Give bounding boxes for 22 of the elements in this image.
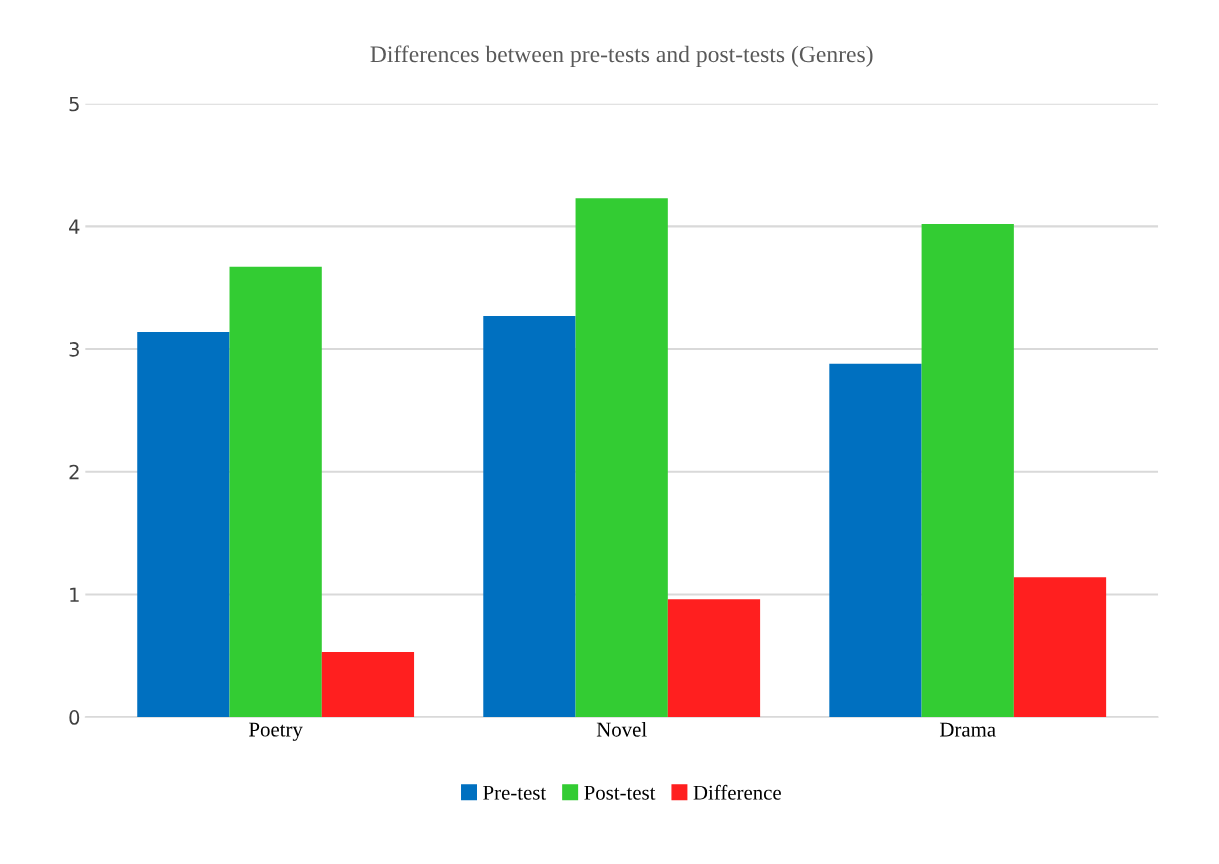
legend-label: Post-test — [584, 785, 656, 800]
bar — [921, 223, 1014, 718]
y-tick-label: 5 — [69, 96, 79, 112]
bar — [483, 315, 576, 718]
legend-label: Pre-test — [483, 785, 547, 800]
y-tick-label: 2 — [69, 464, 79, 480]
chart-title: Differences between pre-tests and post-tests (Genres) — [370, 45, 873, 68]
x-tick-label: Novel — [596, 721, 647, 737]
x-tick-label: Poetry — [249, 722, 303, 741]
x-tick-label: Drama — [939, 722, 996, 737]
y-tick-label: 4 — [69, 219, 80, 234]
y-tick-label: 1 — [70, 587, 79, 602]
bar — [667, 599, 761, 718]
bar — [1013, 577, 1107, 718]
bar — [829, 363, 922, 718]
legend-label: Difference — [693, 784, 781, 800]
bar — [229, 266, 322, 718]
y-tick-label: 3 — [69, 342, 79, 357]
bar — [321, 652, 415, 718]
y-tick-label: 0 — [69, 710, 80, 725]
bar — [137, 331, 230, 718]
bar — [575, 198, 668, 718]
